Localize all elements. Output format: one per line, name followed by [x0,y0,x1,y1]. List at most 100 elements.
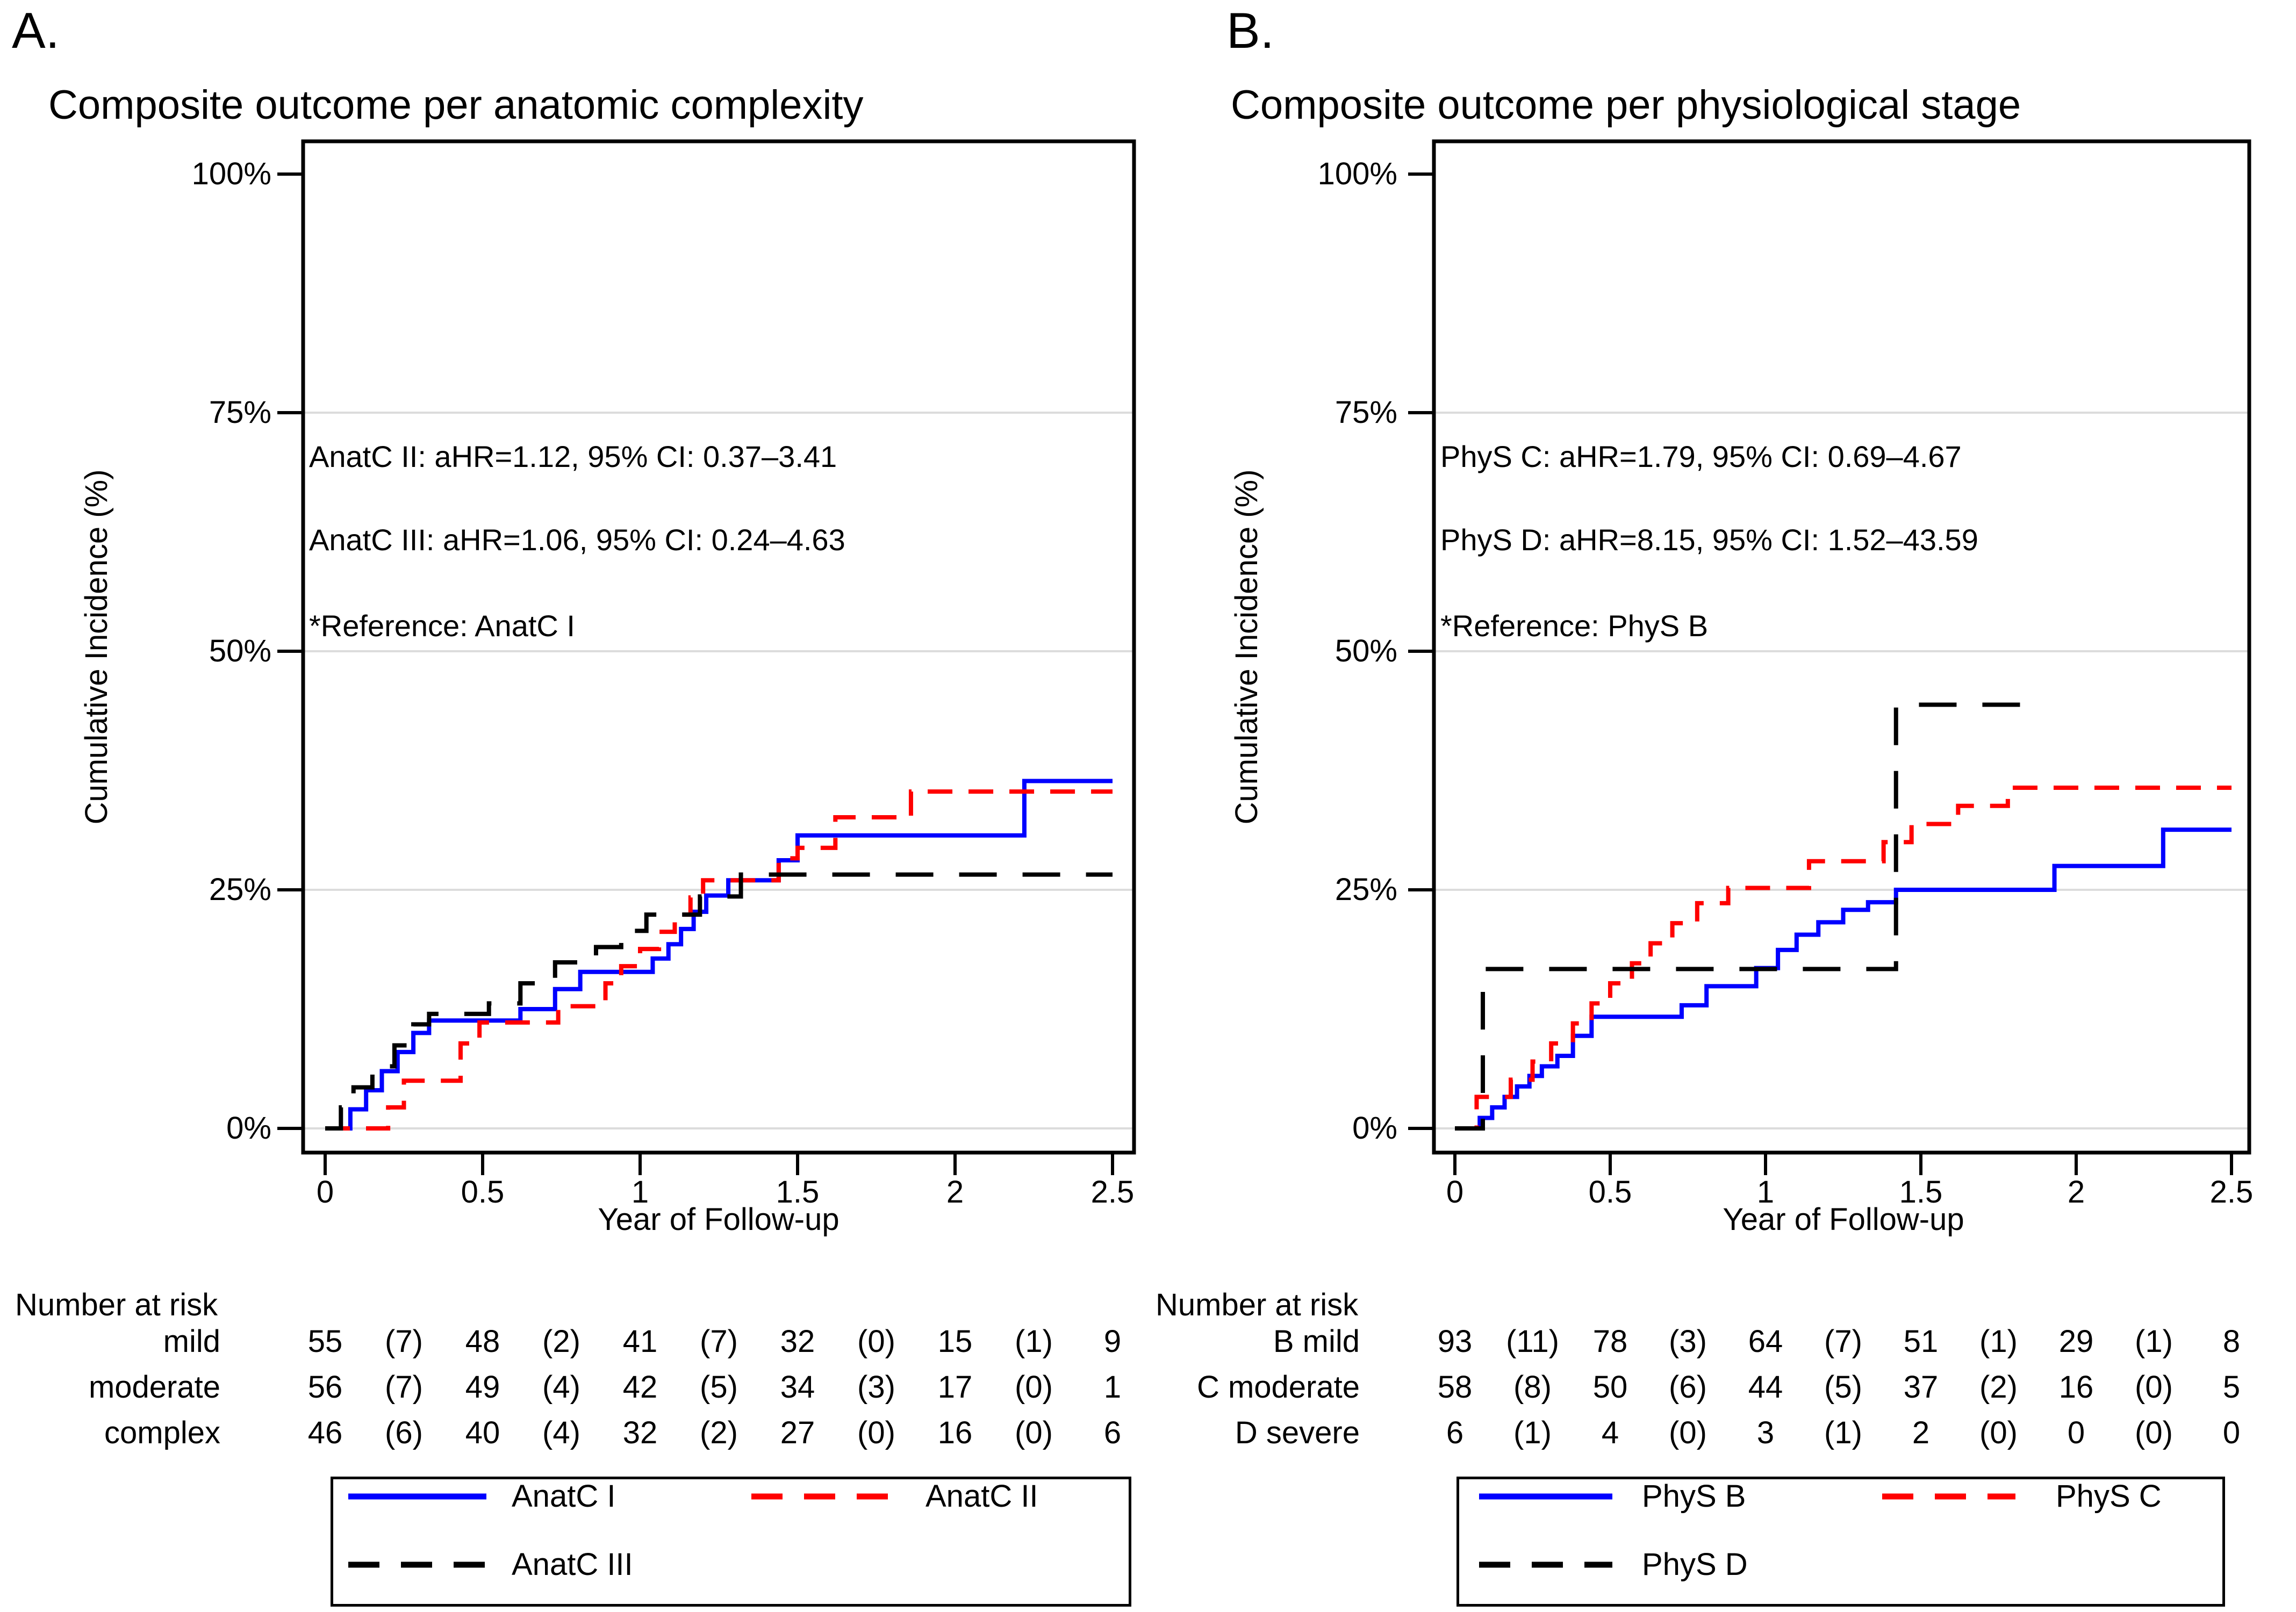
risk-cell: (1) [1513,1415,1552,1450]
x-tick-label: 2.5 [2209,1175,2254,1210]
risk-row-label: B mild [1273,1324,1360,1359]
risk-cell: (8) [1513,1370,1552,1405]
risk-cell: 49 [465,1370,500,1405]
risk-cell: 48 [465,1324,500,1359]
x-tick-label: 1 [631,1175,649,1210]
annotation-line: *Reference: PhyS B [1440,609,1709,643]
legend-label-anatc-ii: AnatC II [925,1479,1038,1514]
risk-cell: (1) [1979,1324,2018,1359]
risk-cell: (7) [385,1370,423,1405]
panel-a-letter: A. [12,2,60,59]
x-tick-label: 1.5 [776,1175,820,1210]
curve-phys-d [1455,702,2033,1131]
risk-cell: (0) [1015,1415,1053,1450]
risk-cell: 17 [937,1370,973,1405]
annotation-line: AnatC II: aHR=1.12, 95% CI: 0.37–3.41 [309,440,837,473]
curve-anatc-iii [325,872,1113,1131]
risk-cell: (5) [1824,1370,1862,1405]
plot-border [301,139,1136,1155]
x-tick-label: 1.5 [1899,1175,1943,1210]
risk-cell: 42 [622,1370,658,1405]
panel-a-x-axis-title: Year of Follow-up [598,1202,840,1237]
risk-row-label: D severe [1235,1415,1360,1450]
risk-row-label: mild [163,1324,220,1359]
y-tick-label: 100% [191,156,271,191]
y-tick-label: 50% [209,634,271,668]
risk-cell: (3) [857,1370,895,1405]
risk-cell: 3 [1756,1415,1775,1450]
risk-cell: 8 [2222,1324,2241,1359]
panel-a-risk-heading: Number at risk [15,1287,218,1322]
x-tick-label: 2 [946,1175,964,1210]
risk-cell: 16 [937,1415,973,1450]
risk-cell: (7) [1824,1324,1862,1359]
risk-cell: 2 [1912,1415,1930,1450]
panel-b-title: Composite outcome per physiological stag… [1231,82,2021,128]
risk-cell: (2) [542,1324,580,1359]
risk-cell: (1) [1015,1324,1053,1359]
y-tick-label: 25% [1334,872,1397,907]
panel-a-legend-box [331,1477,1131,1607]
legend-label-anatc-iii: AnatC III [512,1547,633,1582]
legend-label-phys-b: PhyS B [1642,1479,1746,1514]
x-tick-label: 0.5 [461,1175,505,1210]
risk-cell: (0) [1669,1415,1707,1450]
risk-cell: 78 [1592,1324,1628,1359]
curve-anatc-ii [325,789,1113,1131]
risk-cell: (2) [700,1415,738,1450]
y-tick-label: 50% [1334,634,1397,668]
risk-cell: 46 [307,1415,343,1450]
risk-cell: 44 [1748,1370,1783,1405]
y-tick-label: 0% [226,1111,271,1146]
risk-cell: 27 [780,1415,815,1450]
risk-cell: 6 [1446,1415,1464,1450]
y-tick-label: 75% [1334,395,1397,430]
plot-border [1432,139,2251,1155]
risk-cell: 50 [1592,1370,1628,1405]
risk-cell: 51 [1903,1324,1939,1359]
risk-cell: 15 [937,1324,973,1359]
risk-cell: 34 [780,1370,815,1405]
panel-b-x-axis-title: Year of Follow-up [1723,1202,1964,1237]
annotation-line: PhyS D: aHR=8.15, 95% CI: 1.52–43.59 [1440,523,1978,557]
risk-cell: (0) [1979,1415,2018,1450]
risk-cell: 32 [622,1415,658,1450]
x-tick-label: 1 [1756,1175,1775,1210]
risk-cell: (1) [1824,1415,1862,1450]
x-tick-label: 0.5 [1588,1175,1632,1210]
risk-cell: (1) [2135,1324,2173,1359]
panel-b-risk-heading: Number at risk [1156,1287,1359,1322]
risk-row-label: C moderate [1196,1370,1360,1405]
annotation-line: AnatC III: aHR=1.06, 95% CI: 0.24–4.63 [309,523,845,557]
risk-row-label: moderate [88,1370,220,1405]
risk-cell: 40 [465,1415,500,1450]
risk-cell: 37 [1903,1370,1939,1405]
risk-cell: 29 [2058,1324,2094,1359]
panel-b-letter: B. [1226,2,1274,59]
risk-cell: (7) [385,1324,423,1359]
x-tick-label: 0 [316,1175,334,1210]
risk-cell: 93 [1437,1324,1473,1359]
panel-b-legend-box [1456,1477,2225,1607]
risk-cell: 5 [2222,1370,2241,1405]
legend-label-phys-d: PhyS D [1642,1547,1748,1582]
legend-label-phys-c: PhyS C [2056,1479,2162,1514]
risk-cell: 55 [307,1324,343,1359]
risk-cell: (3) [1669,1324,1707,1359]
y-tick-label: 25% [209,872,271,907]
risk-cell: (0) [1015,1370,1053,1405]
risk-cell: 1 [1103,1370,1122,1405]
risk-cell: 58 [1437,1370,1473,1405]
risk-cell: (0) [857,1324,895,1359]
legend-label-anatc-i: AnatC I [512,1479,616,1514]
risk-cell: 56 [307,1370,343,1405]
risk-row-label: complex [104,1415,220,1450]
risk-cell: (0) [857,1415,895,1450]
risk-cell: (6) [385,1415,423,1450]
y-tick-label: 0% [1352,1111,1397,1146]
risk-cell: 16 [2058,1370,2094,1405]
risk-cell: 0 [2222,1415,2241,1450]
y-tick-label: 75% [209,395,271,430]
